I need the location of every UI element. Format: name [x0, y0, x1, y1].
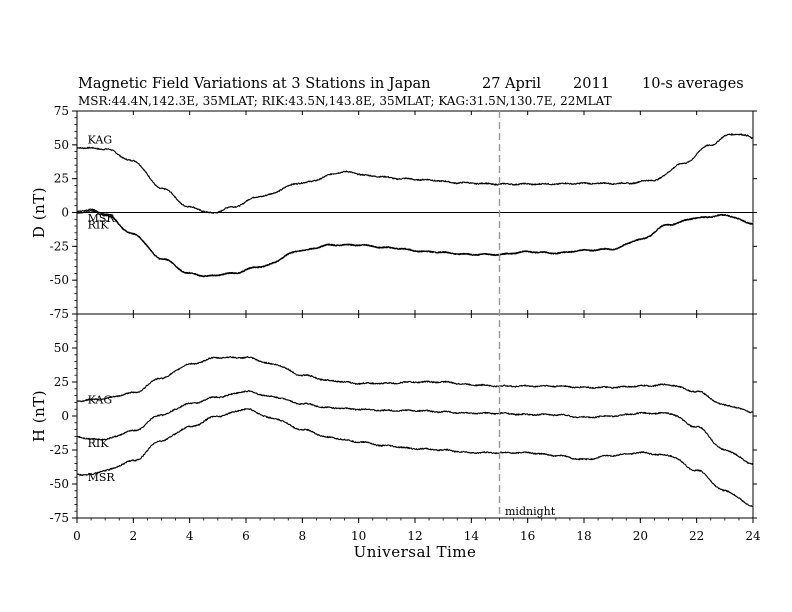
- y-axis-title-h: H (nT): [30, 390, 48, 442]
- x-tick-label: 0: [73, 529, 81, 543]
- midnight-label: midnight: [505, 505, 556, 518]
- y-tick-label-d: 0: [61, 206, 69, 220]
- x-tick-label: 8: [299, 529, 307, 543]
- y-tick-label-d: -50: [50, 273, 69, 287]
- x-tick-label: 2: [130, 529, 138, 543]
- chart-title: Magnetic Field Variations at 3 Stations …: [78, 76, 431, 92]
- series-line-kag-d: [76, 133, 754, 214]
- x-tick-label: 12: [407, 529, 422, 543]
- x-tick-label: 4: [186, 529, 194, 543]
- x-axis-title: Universal Time: [354, 543, 477, 561]
- y-tick-label-h: -75: [50, 511, 69, 525]
- y-tick-label-d: 50: [54, 138, 69, 152]
- y-tick-label-h: 50: [54, 341, 69, 355]
- y-tick-label-h: 25: [54, 375, 69, 389]
- y-tick-label-d: -75: [50, 307, 69, 321]
- panel-frame-h: [76, 313, 754, 519]
- y-tick-label-d: 25: [54, 172, 69, 186]
- series-label-rik-h: RIK: [88, 437, 110, 450]
- series-label-kag-d: KAG: [88, 133, 113, 146]
- chart-averages: 10-s averages: [642, 76, 744, 92]
- chart-date: 27 April: [482, 76, 541, 92]
- series-line-msr-h: [76, 408, 754, 508]
- x-tick-label: 6: [242, 529, 250, 543]
- y-tick-label-h: -50: [50, 477, 69, 491]
- y-tick-label-d: 75: [54, 104, 69, 118]
- series-line-rik-h: [76, 390, 754, 466]
- x-tick-label: 14: [464, 529, 480, 543]
- y-tick-label-h: 0: [61, 409, 69, 423]
- plot-area: 75 50 25 0 -25 -50 -75 D (nT) KAG MSR RIK 50 25 0 -25 -…: [30, 104, 761, 543]
- series-line-rik-d: [76, 209, 754, 278]
- series-line-kag-h: [76, 355, 754, 414]
- series-label-kag-h: KAG: [88, 394, 113, 407]
- series-line-msr-d: [76, 208, 754, 278]
- y-tick-label-d: -25: [50, 239, 69, 253]
- series-label-rik-d: RIK: [88, 219, 110, 232]
- chart-subtitle: MSR:44.4N,142.3E, 35MLAT; RIK:43.5N,143.…: [78, 94, 612, 108]
- chart-year: 2011: [573, 76, 610, 92]
- series-label-msr-h: MSR: [88, 471, 116, 484]
- x-tick-label: 20: [633, 529, 648, 543]
- y-axis-title-d: D (nT): [30, 187, 48, 238]
- x-tick-label: 18: [576, 529, 591, 543]
- x-tick-label: 22: [689, 529, 704, 543]
- x-tick-label: 10: [351, 529, 366, 543]
- y-tick-label-h: -25: [50, 443, 69, 457]
- x-tick-label: 16: [520, 529, 535, 543]
- x-tick-label: 24: [745, 529, 761, 543]
